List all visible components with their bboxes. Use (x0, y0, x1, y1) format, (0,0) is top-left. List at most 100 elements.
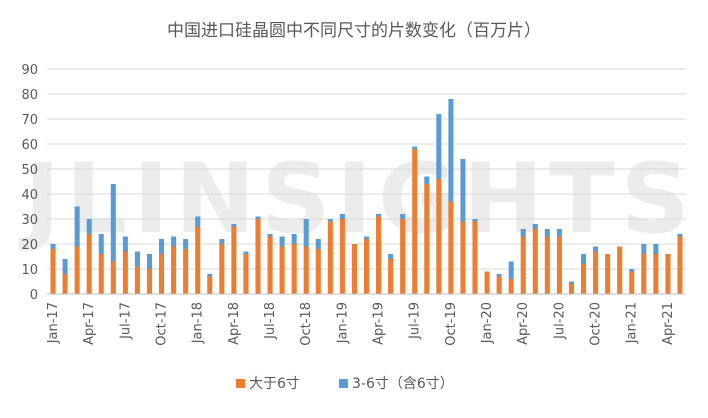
bar-large (400, 219, 406, 294)
bar-small (460, 159, 466, 222)
bar-small (255, 216, 261, 219)
bar-small (327, 219, 333, 222)
bar-small (159, 239, 165, 254)
bar-large (629, 271, 635, 294)
bar-small (291, 234, 297, 244)
bar-large (665, 254, 671, 294)
bar-large (303, 246, 309, 294)
bar-large (62, 274, 68, 294)
bar-small (448, 99, 454, 202)
bar-small (388, 254, 394, 259)
y-tick-label: 20 (21, 238, 38, 253)
bar-large (677, 236, 683, 294)
bar-large (532, 229, 538, 294)
bar-small (532, 224, 538, 229)
x-tick-label: Jan-20 (480, 302, 495, 344)
bar-small (400, 214, 406, 219)
bar-large (544, 236, 550, 294)
bar-large (448, 201, 454, 294)
y-tick-label: 70 (21, 113, 38, 128)
bar-large (484, 271, 490, 294)
y-tick-label: 90 (21, 63, 38, 78)
legend-swatch (339, 379, 348, 388)
x-tick-label: Oct-17 (155, 302, 170, 346)
bar-small (508, 261, 514, 279)
y-tick-label: 0 (30, 288, 38, 303)
watermark: JLINSIGHTS (18, 143, 696, 255)
y-tick-label: 10 (21, 263, 38, 278)
bar-large (255, 219, 261, 294)
bar-small (50, 244, 56, 249)
bar-large (134, 266, 140, 294)
bar-small (86, 219, 92, 234)
bar-small (520, 229, 526, 237)
legend-label: 大于6寸 (249, 376, 300, 392)
x-axis: Jan-17 Apr-17 Jul-17 Oct-17 Jan-18 Apr-18 Jul-… (46, 302, 676, 346)
y-tick-label: 80 (21, 88, 38, 103)
bar-small (556, 229, 562, 237)
bar-large (641, 254, 647, 294)
x-tick-label: Jan-18 (191, 302, 206, 344)
bar-large (556, 236, 562, 294)
bar-small (363, 236, 370, 239)
legend-label: 3-6寸（含6寸） (352, 376, 454, 392)
bar-small (219, 239, 225, 244)
y-tick-label: 30 (21, 213, 38, 228)
bar-small (544, 229, 550, 237)
grid (47, 68, 686, 270)
bar-large (617, 246, 623, 294)
bar-large (605, 254, 611, 294)
bar-small (580, 254, 587, 264)
bar-large (74, 246, 80, 294)
bar-large (219, 244, 225, 294)
bar-large (122, 251, 128, 294)
bar-small (183, 239, 189, 249)
y-tick-label: 40 (21, 188, 38, 203)
bar-large (376, 216, 382, 294)
bar-large (412, 149, 418, 294)
x-tick-label: Apr-17 (82, 302, 97, 345)
bar-small (641, 244, 647, 254)
x-tick-label: Apr-19 (372, 302, 387, 345)
x-tick-label: Oct-19 (444, 302, 459, 346)
bar-small (677, 234, 683, 237)
bar-large (183, 249, 189, 294)
bar-small (267, 234, 273, 237)
bar-large (146, 269, 153, 294)
bar-small (134, 251, 140, 267)
x-tick-label: Jan-17 (46, 302, 61, 344)
bar-large (496, 276, 502, 294)
bar-small (593, 246, 599, 252)
bar-large (653, 254, 659, 294)
bar-large (171, 246, 177, 294)
bar-small (303, 219, 309, 247)
bar-large (339, 219, 345, 294)
bar-large (327, 221, 333, 294)
bar-small (568, 281, 574, 284)
bar-large (388, 259, 394, 294)
x-tick-label: Jul-20 (552, 302, 567, 340)
bar-small (412, 146, 418, 149)
x-tick-label: Apr-18 (227, 302, 242, 345)
bar-small (496, 274, 502, 277)
x-tick-label: Jul-19 (408, 302, 423, 340)
y-tick-label: 50 (21, 163, 38, 178)
chart-title: 中国进口硅晶圆中不同尺寸的片数变化（百万片） (167, 21, 541, 41)
x-tick-label: Oct-20 (589, 302, 604, 346)
bar-large (98, 254, 104, 294)
x-tick-label: Apr-21 (661, 302, 676, 345)
bar-large (110, 261, 116, 294)
bar-large (315, 249, 321, 294)
bar-small (424, 176, 430, 184)
bar-large (267, 236, 273, 294)
x-tick-label: Jul-17 (118, 302, 133, 340)
bar-large (508, 279, 514, 294)
bar-small (315, 239, 321, 249)
bar-large (291, 244, 297, 294)
x-tick-label: Oct-18 (299, 302, 314, 346)
bar-small (653, 244, 659, 254)
bar-small (110, 184, 116, 262)
bar-large (363, 239, 370, 294)
bar-small (231, 224, 237, 227)
